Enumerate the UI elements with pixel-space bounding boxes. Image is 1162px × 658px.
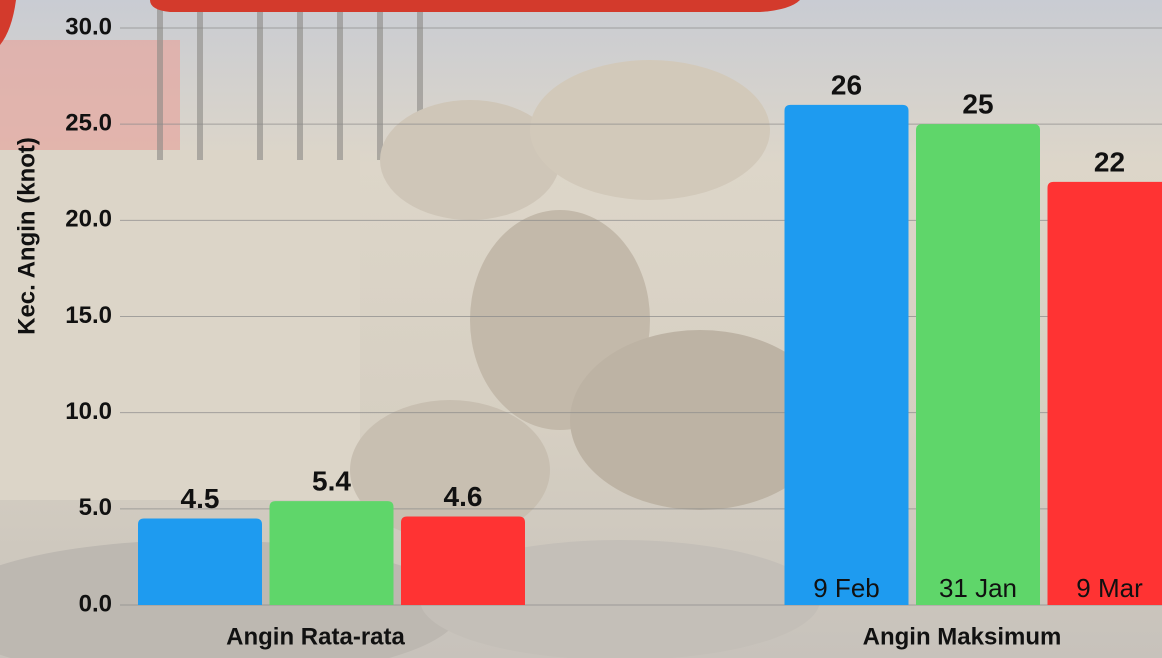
- bar: [401, 516, 525, 605]
- bar-note: 9 Mar: [1076, 573, 1143, 603]
- value-label: 22: [1094, 146, 1125, 177]
- x-tick-label: Angin Rata-rata: [226, 623, 405, 650]
- bar: [269, 501, 394, 605]
- value-label: 4.6: [444, 481, 483, 512]
- bar: [138, 518, 262, 605]
- bar-note: 31 Jan: [939, 573, 1017, 603]
- y-tick-label: 15.0: [65, 302, 112, 329]
- y-tick-label: 5.0: [79, 494, 112, 521]
- value-label: 25: [962, 89, 993, 120]
- value-label: 4.5: [181, 483, 220, 514]
- bar: [916, 124, 1040, 606]
- bar: [1047, 181, 1162, 605]
- bar: [784, 104, 909, 605]
- y-tick-label: 25.0: [65, 110, 112, 137]
- value-label: 26: [831, 69, 862, 100]
- y-tick-label: 20.0: [65, 206, 112, 233]
- y-tick-label: 10.0: [65, 398, 112, 425]
- x-tick-label: Angin Maksimum: [863, 623, 1062, 650]
- y-tick-label: 0.0: [79, 590, 112, 617]
- bar-note: 9 Feb: [813, 573, 880, 603]
- value-label: 5.4: [312, 466, 351, 497]
- y-axis-label: Kec. Angin (knot): [13, 137, 40, 335]
- y-tick-label: 30.0: [65, 13, 112, 40]
